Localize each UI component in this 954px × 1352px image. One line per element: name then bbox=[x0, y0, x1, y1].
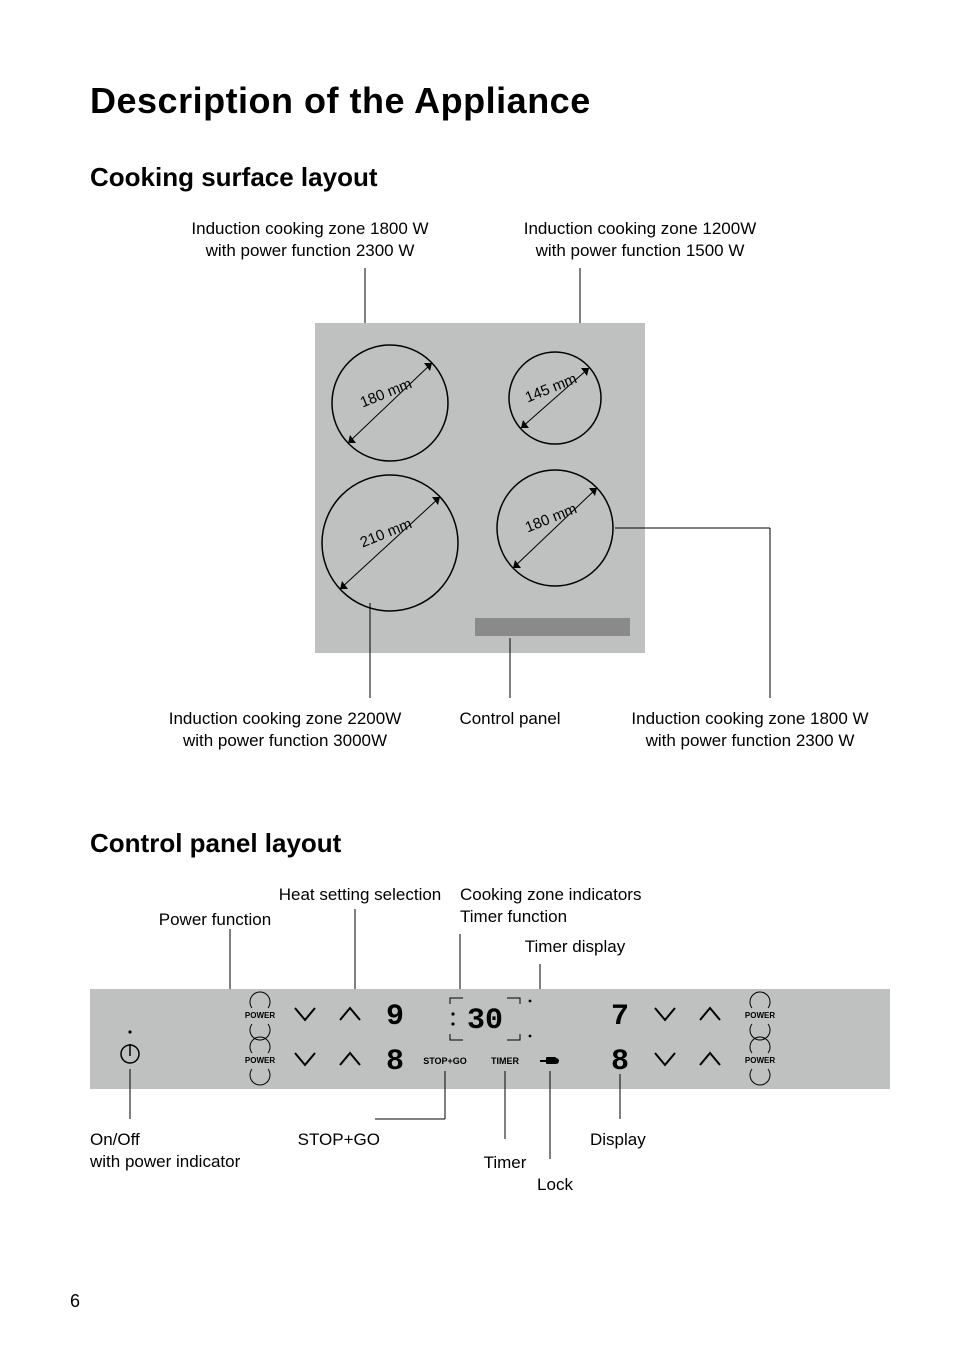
digit-bl: 8 bbox=[386, 1045, 404, 1079]
digit-tr: 7 bbox=[611, 1000, 629, 1034]
callout-zone-bot-left: Induction cooking zone 2200W with power … bbox=[130, 708, 440, 752]
page-title: Description of the Appliance bbox=[90, 80, 884, 122]
callout-heat-setting: Heat setting selection bbox=[245, 884, 475, 906]
callout-lock: Lock bbox=[520, 1174, 590, 1196]
digit-br: 8 bbox=[611, 1045, 629, 1079]
callout-zone-top-right: Induction cooking zone 1200W with power … bbox=[480, 218, 800, 262]
callout-display: Display bbox=[590, 1129, 680, 1151]
power-label: POWER bbox=[745, 1056, 775, 1065]
power-label: POWER bbox=[245, 1056, 275, 1065]
power-label: POWER bbox=[745, 1011, 775, 1020]
stopgo-text: STOP+GO bbox=[423, 1056, 467, 1066]
control-panel-diagram: Heat setting selection Cooking zone indi… bbox=[90, 884, 884, 1244]
page-number: 6 bbox=[70, 1291, 80, 1312]
callout-zone-top-left: Induction cooking zone 1800 W with power… bbox=[150, 218, 470, 262]
section-heading-control-panel: Control panel layout bbox=[90, 828, 884, 859]
timer-text: TIMER bbox=[491, 1056, 519, 1066]
timer-display-value: 30 bbox=[467, 1004, 503, 1038]
callout-stopgo: STOP+GO bbox=[290, 1129, 380, 1151]
section-heading-cooking-surface: Cooking surface layout bbox=[90, 162, 884, 193]
callout-zone-indicators: Cooking zone indicators bbox=[460, 884, 710, 906]
cooking-surface-diagram: Induction cooking zone 1800 W with power… bbox=[90, 218, 884, 778]
callout-timer: Timer bbox=[460, 1152, 550, 1174]
digit-tl: 9 bbox=[386, 1000, 404, 1034]
callout-control-panel: Control panel bbox=[425, 708, 595, 730]
callout-zone-bot-right: Induction cooking zone 1800 W with power… bbox=[590, 708, 910, 752]
power-label: POWER bbox=[245, 1011, 275, 1020]
callout-onoff: On/Off with power indicator bbox=[90, 1129, 310, 1173]
